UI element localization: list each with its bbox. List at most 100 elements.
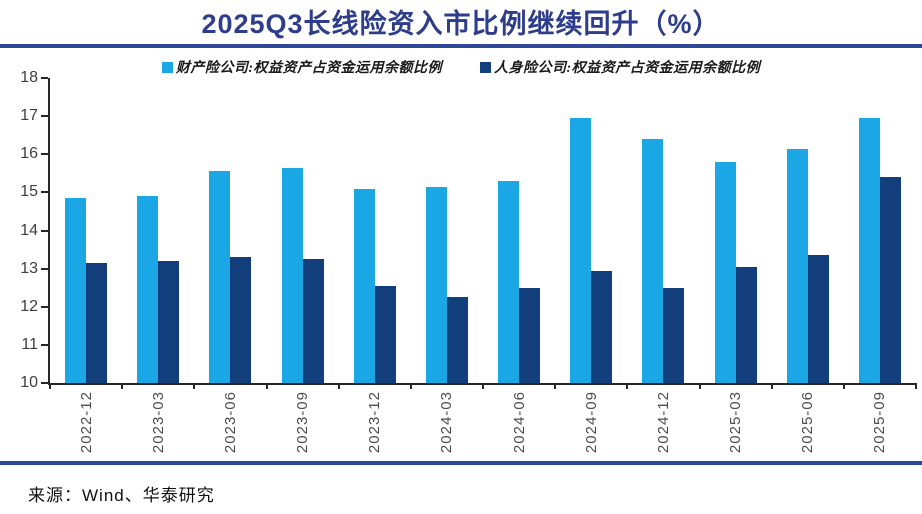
bar-property-2024-09 xyxy=(570,118,592,383)
bar-life-2025-09 xyxy=(879,177,901,383)
y-axis-tick-label: 17 xyxy=(20,107,38,125)
bar-group-2025-09 xyxy=(844,78,916,383)
bar-group-2023-09 xyxy=(267,78,339,383)
y-axis-tick-label: 15 xyxy=(20,183,38,201)
y-axis-tick xyxy=(41,229,48,232)
y-axis-tick xyxy=(41,382,48,384)
legend-item-life-insurers: 人身险公司:权益资产占资金运用余额比例 xyxy=(480,57,760,77)
bar-property-2025-03 xyxy=(714,161,736,383)
bar-life-2023-12 xyxy=(374,285,396,383)
x-axis-label-slot: 2024-06 xyxy=(483,391,555,453)
x-axis-tick xyxy=(482,383,484,389)
x-axis-label-slot: 2023-06 xyxy=(194,391,266,453)
x-axis-category-label: 2025-06 xyxy=(799,391,817,454)
legend-swatch-dark-navy xyxy=(480,61,491,73)
y-axis-tick-label: 14 xyxy=(20,221,38,239)
x-axis-tick xyxy=(842,383,845,389)
bar-life-2024-09 xyxy=(591,270,613,383)
x-axis-label-slot: 2023-03 xyxy=(122,391,194,453)
x-axis-tick xyxy=(770,383,773,389)
y-axis-tick-label: 11 xyxy=(21,335,38,353)
bar-life-2024-06 xyxy=(519,287,541,383)
x-axis-category-label: 2024-06 xyxy=(510,391,528,454)
x-axis-tick xyxy=(554,383,557,389)
chart-title: 2025Q3长线险资入市比例继续回升（%） xyxy=(201,9,721,39)
x-axis-tick xyxy=(265,383,268,389)
y-axis-tick-label: 16 xyxy=(20,145,38,163)
source-note: 来源：Wind、华泰研究 xyxy=(28,486,215,505)
bar-property-2023-06 xyxy=(209,171,231,383)
x-axis-tick xyxy=(698,383,701,389)
x-axis-category-label: 2025-09 xyxy=(871,391,889,454)
x-axis-tick xyxy=(337,383,340,389)
y-axis-tick xyxy=(41,115,48,118)
x-axis-label-slot: 2024-12 xyxy=(627,391,699,453)
bar-property-2024-12 xyxy=(642,139,664,383)
bar-group-2024-06 xyxy=(483,78,555,383)
y-axis-tick xyxy=(41,77,48,79)
x-axis-category-label: 2022-12 xyxy=(77,391,95,454)
plot-area: 10 11 12 13 14 15 16 17 18 2022-12 2023-03 2023-06 2… xyxy=(20,69,917,453)
x-axis-label-slot: 2023-09 xyxy=(267,391,339,453)
bar-property-2024-03 xyxy=(425,186,447,383)
y-axis-tick xyxy=(41,191,48,194)
bar-group-2022-12 xyxy=(50,78,122,383)
bar-life-2025-03 xyxy=(735,266,757,383)
legend-swatch-light-blue xyxy=(161,61,173,73)
bar-life-2023-09 xyxy=(302,259,324,383)
legend: 财产险公司:权益资产占资金运用余额比例 人身险公司:权益资产占资金运用余额比例 xyxy=(0,57,922,77)
bar-group-2024-03 xyxy=(411,78,483,383)
x-axis-tick xyxy=(409,383,412,389)
bar-property-2025-09 xyxy=(858,118,880,383)
bar-group-2023-06 xyxy=(194,78,266,383)
bar-life-2024-12 xyxy=(663,287,685,383)
y-axis-tick xyxy=(41,267,48,270)
bar-property-2023-09 xyxy=(281,167,303,383)
y-axis-tick-label: 10 xyxy=(20,374,38,391)
y-axis-tick xyxy=(41,343,48,346)
bar-property-2023-12 xyxy=(353,188,375,383)
bar-life-2022-12 xyxy=(86,262,108,383)
x-axis-category-label: 2025-03 xyxy=(727,391,745,454)
bar-property-2025-06 xyxy=(786,148,808,383)
x-axis-category-label: 2023-12 xyxy=(366,391,384,454)
y-axis-tick-label: 13 xyxy=(20,259,38,277)
bar-property-2024-06 xyxy=(498,180,520,383)
bar-group-2025-06 xyxy=(772,78,844,383)
legend-label: 人身险公司:权益资产占资金运用余额比例 xyxy=(494,61,761,76)
legend-label: 财产险公司:权益资产占资金运用余额比例 xyxy=(175,61,442,76)
x-axis-label-slot: 2024-09 xyxy=(555,391,627,453)
x-axis-tick xyxy=(121,383,124,389)
bar-life-2025-06 xyxy=(807,255,829,383)
y-axis-tick-label: 12 xyxy=(20,297,38,315)
x-axis-tick xyxy=(49,383,51,389)
x-axis-label-slot: 2025-09 xyxy=(844,391,916,453)
x-axis-category-label: 2023-03 xyxy=(149,391,167,454)
x-axis-label-slot: 2023-12 xyxy=(339,391,411,453)
legend-item-property-insurers: 财产险公司:权益资产占资金运用余额比例 xyxy=(161,57,442,77)
bar-property-2023-03 xyxy=(137,196,159,383)
bottom-divider-line xyxy=(0,461,922,465)
bar-life-2024-03 xyxy=(446,297,468,383)
bar-property-2022-12 xyxy=(65,198,87,383)
bar-group-2023-03 xyxy=(122,78,194,383)
bar-life-2023-03 xyxy=(158,261,180,383)
x-axis-tick xyxy=(626,383,629,389)
x-axis-category-label: 2024-12 xyxy=(654,391,672,454)
y-axis-tick xyxy=(41,153,48,156)
x-axis-label-slot: 2024-03 xyxy=(411,391,483,453)
y-axis-tick xyxy=(41,305,48,308)
bar-group-2024-09 xyxy=(555,78,627,383)
bar-group-2023-12 xyxy=(339,78,411,383)
bar-group-2024-12 xyxy=(627,78,699,383)
x-axis-category-label: 2024-09 xyxy=(582,391,600,454)
bar-life-2023-06 xyxy=(230,257,252,383)
x-axis-label-slot: 2025-06 xyxy=(772,391,844,453)
x-axis-category-label: 2023-06 xyxy=(221,391,239,454)
title-divider-line xyxy=(0,44,922,48)
bar-group-2025-03 xyxy=(700,78,772,383)
x-axis-tick xyxy=(193,383,196,389)
x-axis-category-label: 2024-03 xyxy=(438,391,456,454)
x-axis-tick xyxy=(915,383,917,389)
